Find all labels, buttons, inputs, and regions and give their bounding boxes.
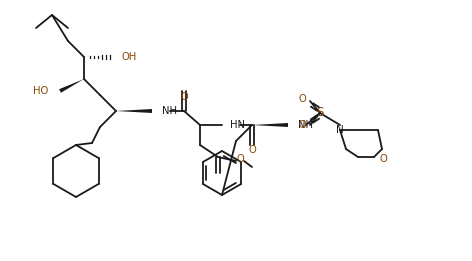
Text: O: O xyxy=(298,94,306,104)
Text: HO: HO xyxy=(33,86,48,96)
Text: O: O xyxy=(236,154,244,164)
Text: HN: HN xyxy=(230,120,245,130)
Text: O: O xyxy=(298,120,306,130)
Text: N: N xyxy=(336,125,344,135)
Text: NH: NH xyxy=(162,106,177,116)
Text: O: O xyxy=(248,145,256,155)
Text: S: S xyxy=(316,106,324,120)
Text: O: O xyxy=(379,154,387,164)
Polygon shape xyxy=(252,123,288,127)
Polygon shape xyxy=(116,109,152,113)
Text: O: O xyxy=(180,92,188,102)
Text: NH: NH xyxy=(298,120,313,130)
Polygon shape xyxy=(59,79,84,93)
Text: OH: OH xyxy=(122,52,137,62)
